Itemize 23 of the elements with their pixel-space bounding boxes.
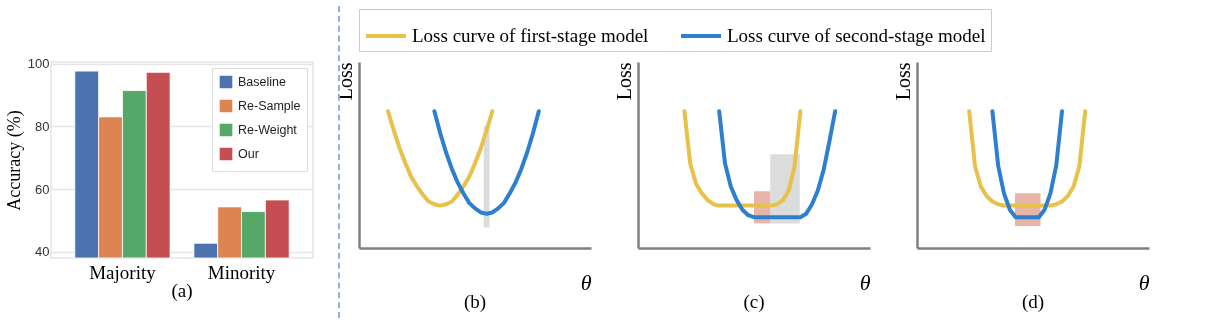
x-axis-title: θ <box>580 269 592 295</box>
legend-label: Loss curve of second-stage model <box>727 25 986 46</box>
y-axis-title: Loss <box>891 62 914 101</box>
x-tick-label: Minority <box>207 261 276 283</box>
legend-label: Re-Sample <box>238 99 301 113</box>
text: (a) <box>171 280 193 302</box>
text: (c) <box>743 291 765 313</box>
x-axis-title: θ <box>859 269 871 295</box>
y-axis-title: Loss <box>612 62 635 101</box>
y-tick-label: 60 <box>35 181 50 197</box>
y-axis-title: Loss <box>333 62 356 101</box>
y-axis-title: Accuracy (%) <box>3 110 25 211</box>
x-axis-title: θ <box>1138 269 1150 295</box>
y-tick-label: 100 <box>27 56 50 72</box>
text: (b) <box>463 291 487 313</box>
text: (d) <box>1021 291 1045 313</box>
y-tick-label: 40 <box>35 244 50 260</box>
legend-label: Baseline <box>238 75 286 89</box>
x-tick-label: Majority <box>89 261 157 283</box>
legend-label: Our <box>238 147 259 161</box>
legend-label: Re-Weight <box>238 123 298 137</box>
y-tick-label: 80 <box>35 118 50 134</box>
legend-label: Loss curve of first-stage model <box>412 25 649 46</box>
